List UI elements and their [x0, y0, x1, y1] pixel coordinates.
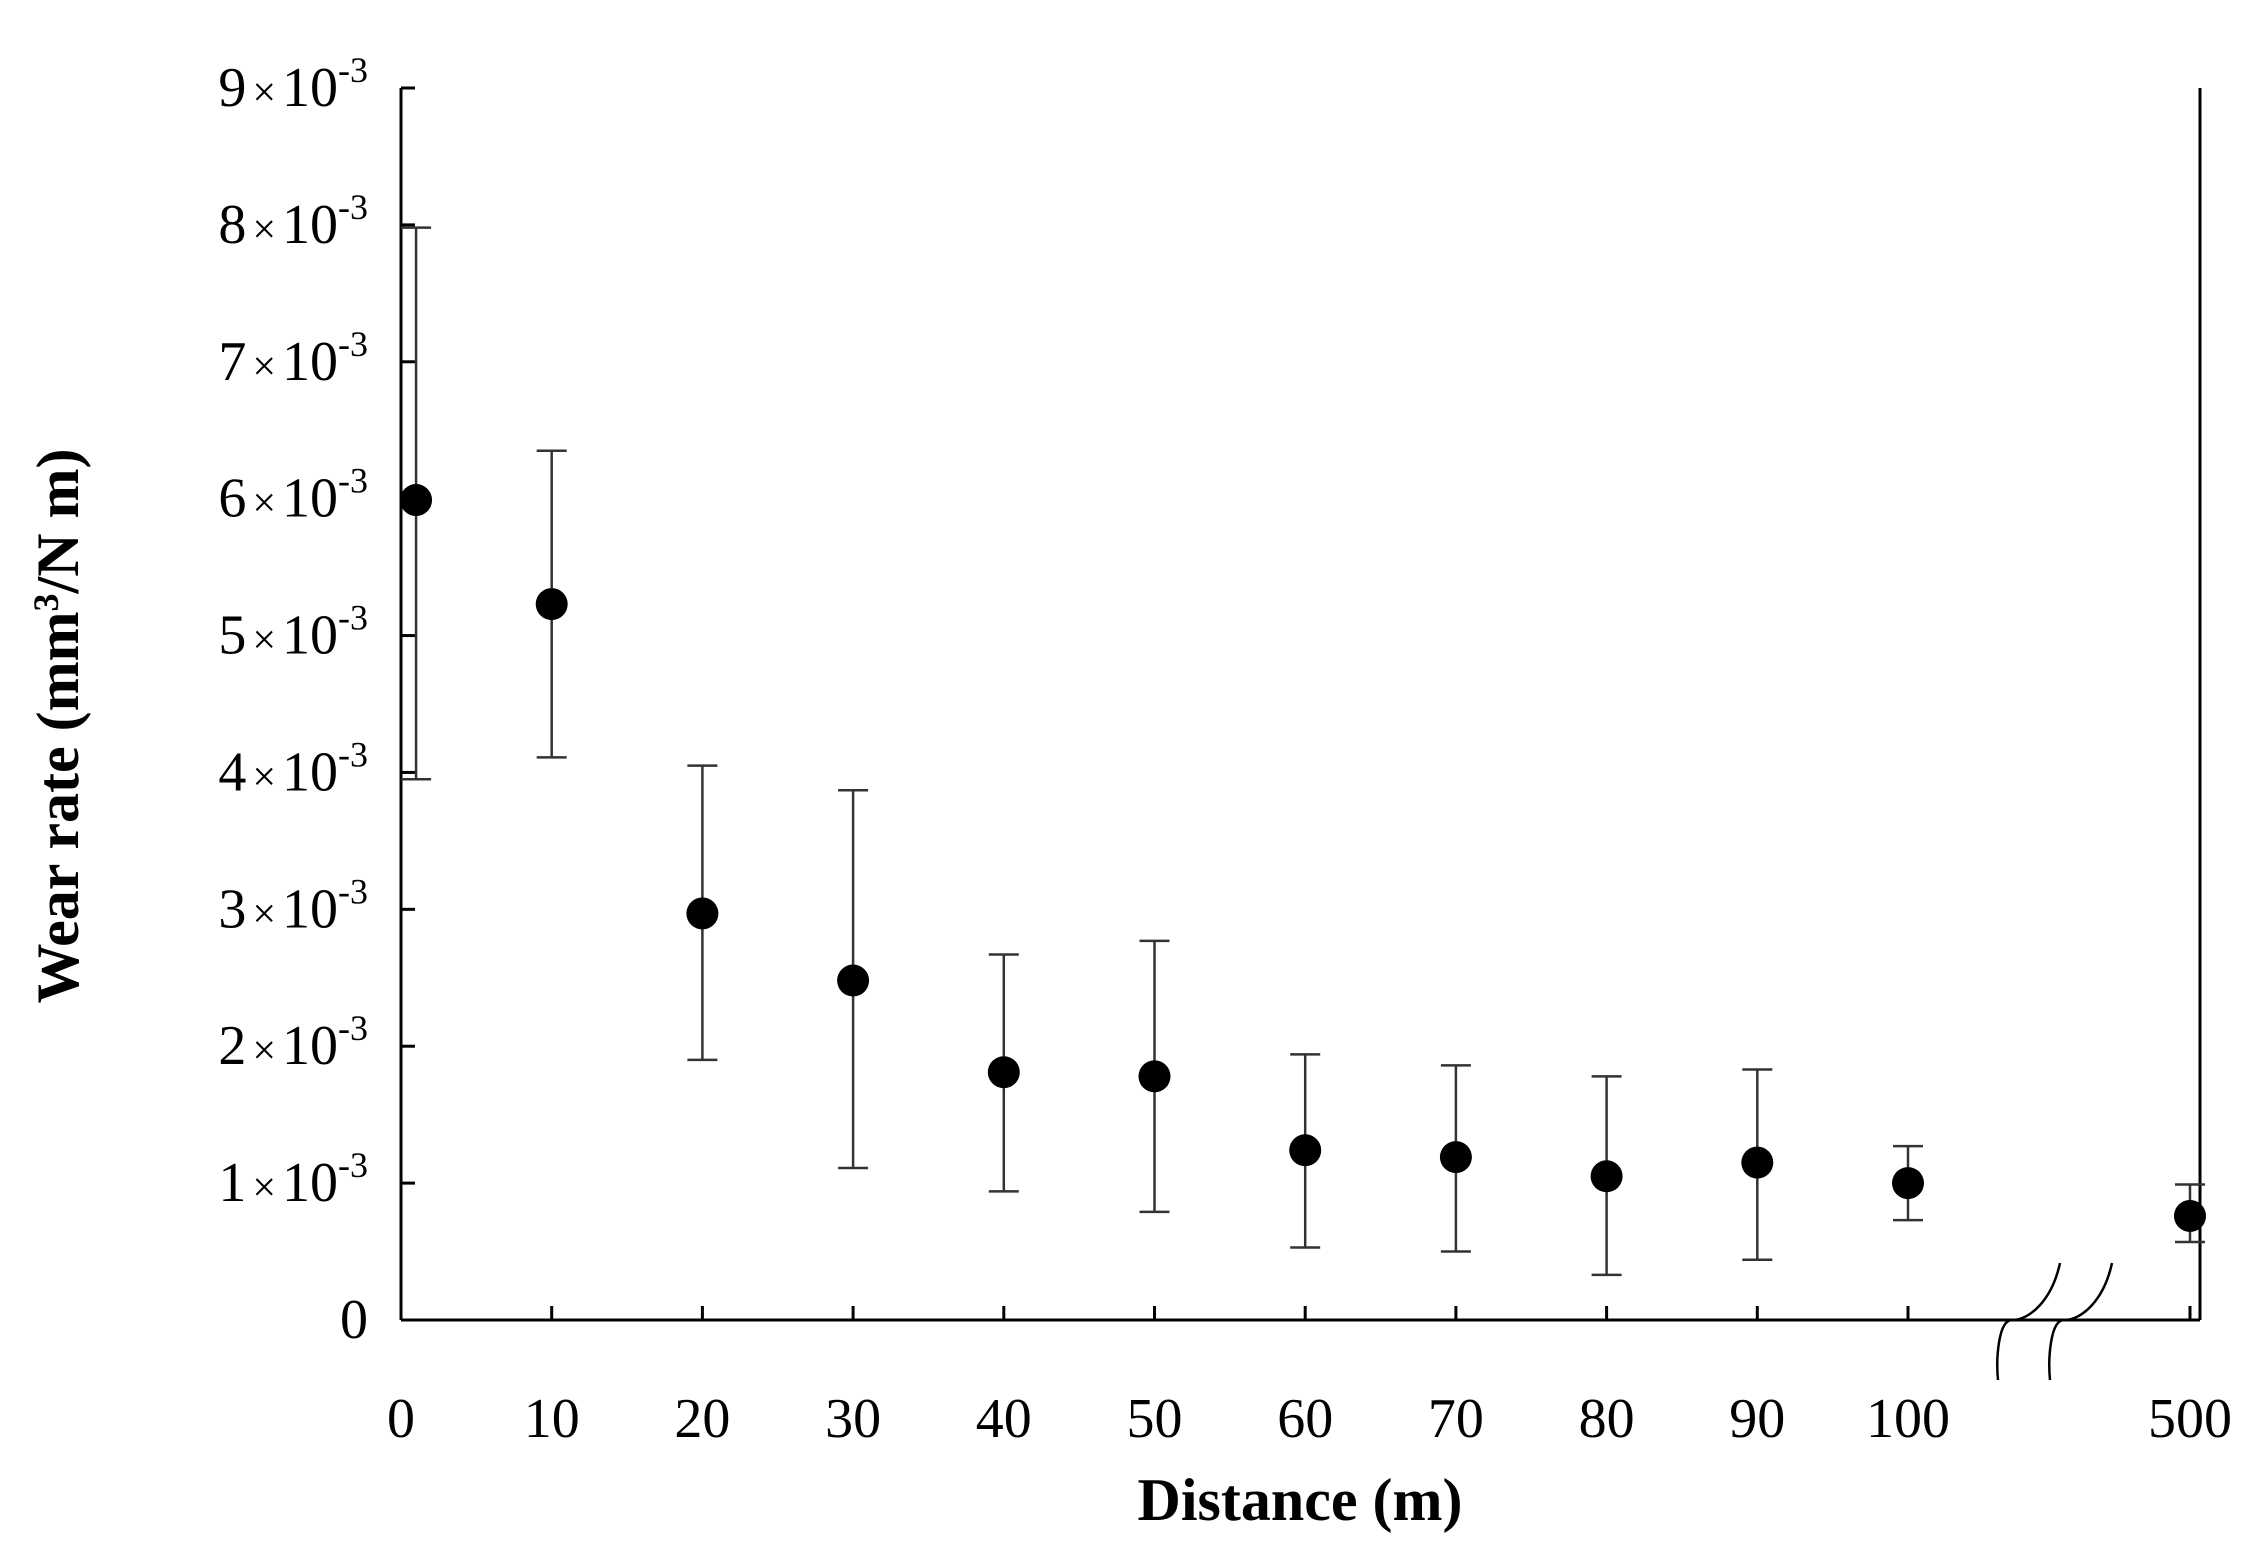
- y-tick-mantissa: 0: [340, 1289, 368, 1351]
- y-axis-title-superscript: 3: [26, 593, 66, 611]
- axis-break-mark: [1996, 1262, 2114, 1381]
- x-tick-label: 50: [1127, 1388, 1183, 1450]
- y-tick-times: ×: [252, 754, 276, 800]
- y-tick-exponent: -3: [338, 50, 368, 90]
- y-tick-label: 9 × 10-3: [218, 50, 368, 119]
- x-tick-label: 20: [674, 1388, 730, 1450]
- y-tick-base: 10: [282, 331, 338, 393]
- x-tick-label: 80: [1579, 1388, 1635, 1450]
- y-tick-base: 10: [282, 57, 338, 119]
- x-tick-label: 10: [524, 1388, 580, 1450]
- error-bars: [401, 226, 2205, 1277]
- y-tick-exponent: -3: [338, 187, 368, 227]
- y-tick-times: ×: [252, 207, 276, 253]
- data-point: [837, 964, 870, 997]
- y-tick-label: 8 × 10-3: [218, 187, 368, 256]
- y-tick-mantissa: 1: [218, 1152, 246, 1214]
- y-tick-base: 10: [282, 1152, 338, 1214]
- x-tick-label: 0: [387, 1388, 415, 1450]
- y-tick-mantissa: 5: [218, 605, 246, 667]
- data-point: [400, 484, 433, 517]
- y-tick-label: 7 × 10-3: [218, 324, 368, 393]
- y-tick-mantissa: 9: [218, 57, 246, 119]
- y-tick-mantissa: 7: [218, 331, 246, 393]
- x-tick-label: 90: [1729, 1388, 1785, 1450]
- y-tick-mantissa: 8: [218, 194, 246, 256]
- y-tick-times: ×: [252, 1165, 276, 1211]
- y-tick-mantissa: 2: [218, 1015, 246, 1077]
- x-tick-labels: 0 10 20 30 40 50 60 70 80 90 100 500: [387, 1306, 2232, 1450]
- y-tick-base: 10: [282, 878, 338, 940]
- y-tick-base: 10: [282, 741, 338, 803]
- y-tick-exponent: -3: [338, 1008, 368, 1048]
- y-tick-mantissa: 6: [218, 468, 246, 530]
- y-tick-times: ×: [252, 1028, 276, 1074]
- data-point: [686, 897, 719, 930]
- y-tick-base: 10: [282, 1015, 338, 1077]
- y-axis-title-base: Wear rate (mm: [25, 611, 91, 1003]
- y-tick-label: 2 × 10-3: [218, 1008, 368, 1077]
- data-point: [1138, 1060, 1171, 1093]
- x-tick-label: 500: [2148, 1388, 2232, 1450]
- y-tick-label: 4 × 10-3: [218, 734, 368, 803]
- y-tick-exponent: -3: [338, 1145, 368, 1185]
- y-tick-exponent: -3: [338, 734, 368, 774]
- x-tick-label: 100: [1866, 1388, 1950, 1450]
- y-tick-exponent: -3: [338, 461, 368, 501]
- x-tick-label: 70: [1428, 1388, 1484, 1450]
- data-point: [1892, 1167, 1924, 1200]
- y-tick-label: 6 × 10-3: [218, 461, 368, 530]
- data-point: [2174, 1199, 2206, 1232]
- y-tick-labels: 01 × 10-32 × 10-33 × 10-34 × 10-35 × 10-36 × 10-37 × 1…: [218, 50, 415, 1351]
- y-axis-title: Wear rate (mm3/N m): [25, 448, 91, 1003]
- y-tick-mantissa: 3: [218, 878, 246, 940]
- y-tick-times: ×: [252, 481, 276, 527]
- y-tick-label: 0: [340, 1289, 368, 1351]
- y-tick-exponent: -3: [338, 871, 368, 911]
- y-tick-base: 10: [282, 605, 338, 667]
- y-tick-exponent: -3: [338, 598, 368, 638]
- data-point: [535, 588, 568, 621]
- x-axis-title: Distance (m): [1138, 1467, 1463, 1533]
- y-tick-label: 5 × 10-3: [218, 598, 368, 667]
- data-point: [1590, 1160, 1623, 1193]
- y-tick-mantissa: 4: [218, 741, 246, 803]
- data-point: [1439, 1141, 1472, 1174]
- data-points: [400, 484, 2206, 1232]
- x-tick-label: 40: [976, 1388, 1032, 1450]
- data-point: [1741, 1146, 1774, 1179]
- y-tick-times: ×: [252, 891, 276, 937]
- x-tick-label: 30: [825, 1388, 881, 1450]
- y-tick-base: 10: [282, 468, 338, 530]
- data-point: [987, 1056, 1020, 1089]
- y-tick-base: 10: [282, 194, 338, 256]
- y-tick-times: ×: [252, 70, 276, 116]
- data-point: [1289, 1134, 1322, 1167]
- y-tick-label: 1 × 10-3: [218, 1145, 368, 1214]
- y-axis-title-suffix: /N m): [25, 448, 91, 594]
- y-tick-exponent: -3: [338, 324, 368, 364]
- x-tick-label: 60: [1277, 1388, 1333, 1450]
- y-tick-times: ×: [252, 344, 276, 390]
- axes: [399, 88, 2202, 1322]
- y-tick-label: 3 × 10-3: [218, 871, 368, 940]
- y-tick-times: ×: [252, 618, 276, 664]
